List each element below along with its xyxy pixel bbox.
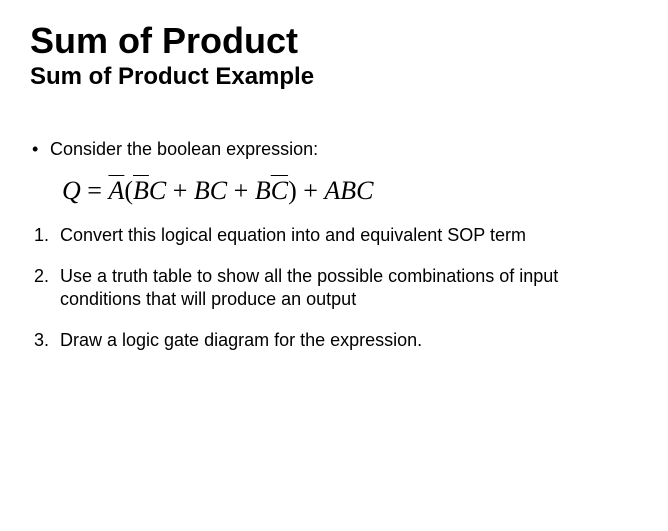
intro-bullet-text: Consider the boolean expression:	[50, 139, 318, 160]
eq-plus-3: +	[297, 176, 325, 205]
steps-list: Convert this logical equation into and e…	[30, 224, 638, 352]
eq-c-1: C	[149, 176, 166, 205]
list-item: Draw a logic gate diagram for the expres…	[54, 329, 638, 352]
eq-lhs: Q	[62, 176, 81, 205]
eq-close-paren: )	[288, 176, 297, 205]
page-subtitle: Sum of Product Example	[30, 63, 638, 91]
bullet-dot-icon: •	[30, 139, 50, 160]
intro-bullet: • Consider the boolean expression:	[30, 139, 638, 160]
eq-b-2: B	[255, 176, 271, 205]
boolean-equation: Q = A(BC + BC + BC) + ABC	[62, 176, 638, 206]
slide-page: Sum of Product Sum of Product Example • …	[0, 0, 668, 391]
eq-open-paren: (	[124, 176, 133, 205]
eq-equals: =	[81, 176, 109, 205]
list-item: Convert this logical equation into and e…	[54, 224, 638, 247]
eq-a-bar: A	[108, 176, 124, 205]
eq-plus-1: +	[166, 176, 194, 205]
eq-b-bar-1: B	[133, 176, 149, 205]
eq-bc: BC	[194, 176, 227, 205]
list-item: Use a truth table to show all the possib…	[54, 265, 638, 311]
eq-abc: ABC	[324, 176, 373, 205]
page-title: Sum of Product	[30, 20, 638, 61]
eq-plus-2: +	[227, 176, 255, 205]
eq-c-bar: C	[271, 176, 288, 205]
content-block: • Consider the boolean expression: Q = A…	[30, 139, 638, 352]
